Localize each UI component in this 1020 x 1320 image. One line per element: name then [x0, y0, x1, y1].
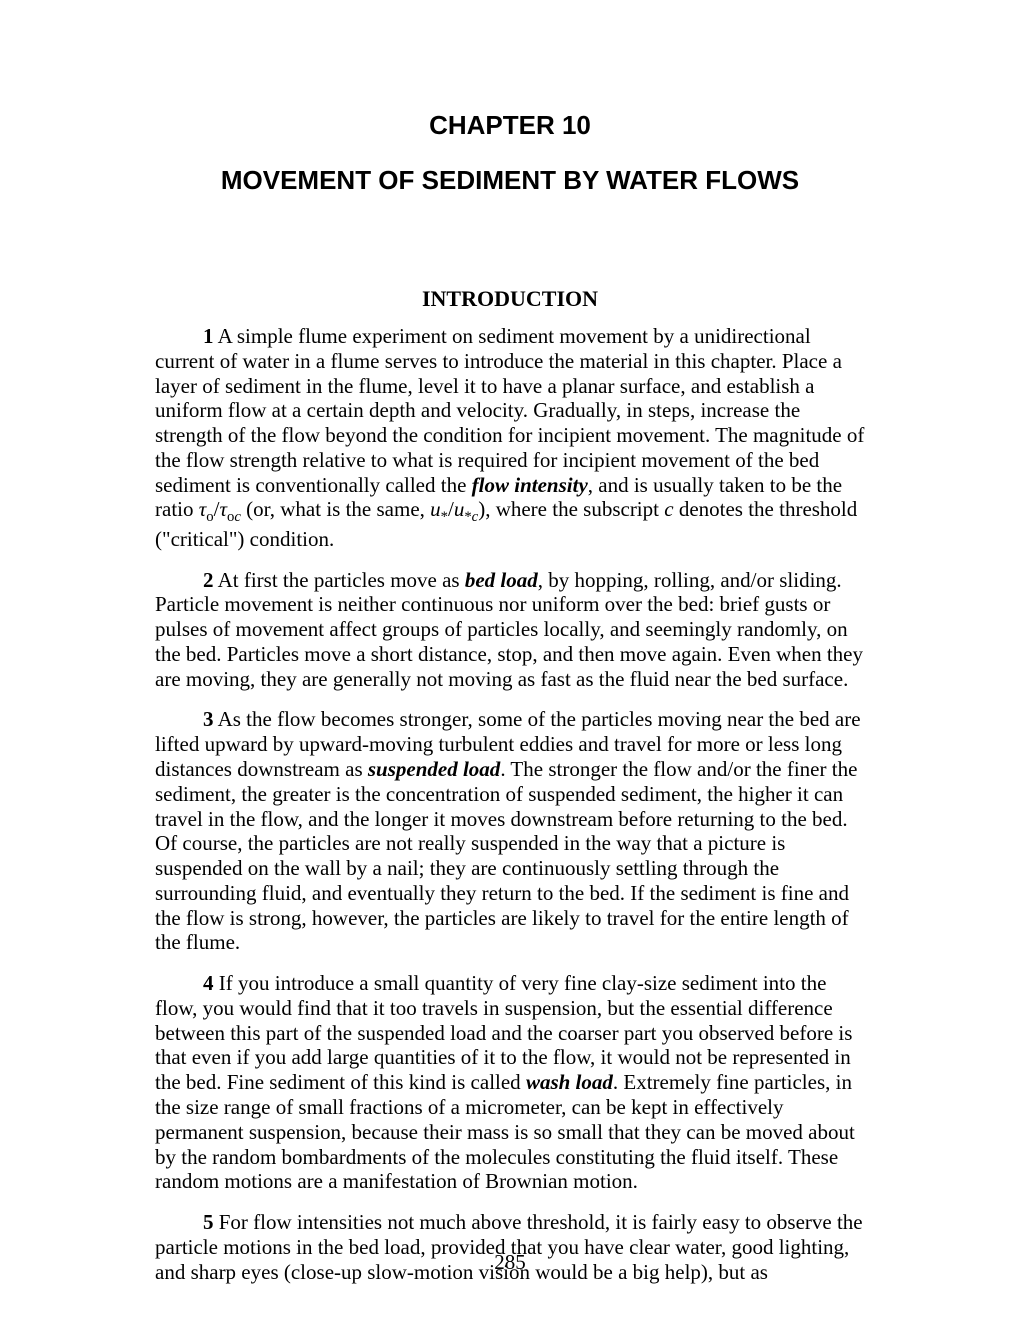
section-heading: INTRODUCTION [155, 286, 865, 312]
term-suspended-load: suspended load [368, 757, 500, 781]
para-text: ), where the subscript [478, 497, 664, 521]
para-number: 2 [203, 568, 214, 592]
symbol-u: u [430, 497, 441, 521]
para-number: 5 [203, 1210, 214, 1234]
page-container: CHAPTER 10 MOVEMENT OF SEDIMENT BY WATER… [0, 0, 1020, 1320]
para-text: A simple flume experiment on sediment mo… [155, 324, 864, 497]
page-number: 285 [0, 1250, 1020, 1275]
term-flow-intensity: flow intensity [472, 473, 588, 497]
para-text: At first the particles move as [214, 568, 465, 592]
term-bed-load: bed load [465, 568, 538, 592]
term-wash-load: wash load [526, 1070, 613, 1094]
para-number: 1 [203, 324, 214, 348]
subscript-star: * [464, 510, 471, 526]
symbol-tau: τ [219, 497, 227, 521]
para-number: 3 [203, 707, 214, 731]
paragraph-1: 1 A simple flume experiment on sediment … [155, 324, 865, 552]
chapter-number: CHAPTER 10 [155, 110, 865, 141]
chapter-title: MOVEMENT OF SEDIMENT BY WATER FLOWS [155, 165, 865, 196]
paragraph-3: 3 As the flow becomes stronger, some of … [155, 707, 865, 955]
paragraph-2: 2 At first the particles move as bed loa… [155, 568, 865, 692]
subscript: o [206, 510, 213, 526]
paragraph-4: 4 If you introduce a small quantity of v… [155, 971, 865, 1194]
subscript-star: * [441, 510, 448, 526]
para-number: 4 [203, 971, 214, 995]
para-text: . The stronger the flow and/or the finer… [155, 757, 857, 954]
symbol-u: u [454, 497, 465, 521]
para-text: (or, what is the same, [241, 497, 430, 521]
symbol-c: c [664, 497, 673, 521]
